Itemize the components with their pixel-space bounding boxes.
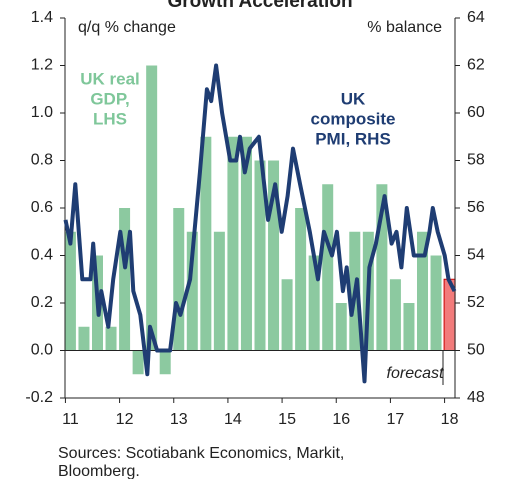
annotation: GDP, bbox=[90, 89, 129, 108]
y2-tick-label: 56 bbox=[467, 199, 485, 216]
y-tick-label: 1.4 bbox=[31, 9, 53, 26]
y2-tick-label: 48 bbox=[467, 389, 485, 406]
bar bbox=[64, 231, 76, 351]
x-tick-label: 12 bbox=[116, 411, 134, 428]
chart-title: Growth Acceleration bbox=[167, 0, 352, 12]
y2-axis-label: % balance bbox=[367, 19, 442, 36]
bar bbox=[227, 136, 239, 351]
source: Sources: Scotiabank Economics, Markit, bbox=[58, 445, 344, 462]
y-tick-label: -0.2 bbox=[25, 389, 53, 406]
y2-tick-label: 60 bbox=[467, 104, 485, 121]
y-tick-label: 0.8 bbox=[31, 152, 53, 169]
bar bbox=[322, 184, 334, 351]
bar bbox=[430, 255, 442, 351]
y2-tick-label: 62 bbox=[467, 57, 485, 74]
bar bbox=[240, 136, 252, 351]
bar bbox=[281, 279, 293, 351]
y-axis-label: q/q % change bbox=[78, 19, 176, 36]
bar bbox=[159, 350, 171, 375]
annotation: LHS bbox=[93, 109, 127, 128]
x-tick-label: 11 bbox=[62, 411, 79, 428]
bar bbox=[308, 255, 320, 351]
bar bbox=[335, 303, 347, 351]
bar bbox=[417, 231, 428, 351]
y2-tick-label: 58 bbox=[467, 152, 485, 169]
y2-tick-label: 54 bbox=[467, 247, 485, 264]
x-tick-label: 14 bbox=[224, 411, 242, 428]
x-tick-label: 13 bbox=[170, 411, 188, 428]
y-tick-label: 0.2 bbox=[31, 294, 53, 311]
annotation: PMI, RHS bbox=[315, 129, 391, 148]
bar bbox=[200, 136, 212, 351]
x-tick-label: 15 bbox=[278, 411, 296, 428]
bar bbox=[268, 160, 280, 351]
y2-tick-label: 64 bbox=[467, 9, 485, 26]
bar bbox=[389, 279, 401, 351]
y-tick-label: 1.2 bbox=[31, 57, 53, 74]
bar bbox=[105, 326, 117, 351]
annotation: UK bbox=[341, 89, 366, 108]
y-tick-label: 1.0 bbox=[31, 104, 53, 121]
bar bbox=[376, 184, 388, 351]
bar bbox=[146, 65, 158, 351]
line bbox=[63, 63, 457, 384]
bar bbox=[403, 303, 415, 351]
bar bbox=[213, 231, 225, 351]
bar bbox=[173, 208, 185, 351]
y-tick-label: 0.6 bbox=[31, 199, 53, 216]
y-tick-label: 0.0 bbox=[31, 342, 53, 359]
source: Bloomberg. bbox=[58, 463, 140, 479]
x-tick-label: 16 bbox=[332, 411, 350, 428]
y2-tick-label: 52 bbox=[467, 294, 485, 311]
annotation: forecast bbox=[387, 365, 444, 382]
y-tick-label: 0.4 bbox=[31, 247, 53, 264]
annotation: UK real bbox=[80, 69, 140, 88]
x-tick-label: 18 bbox=[441, 411, 459, 428]
bar bbox=[132, 350, 144, 375]
y2-tick-label: 50 bbox=[467, 342, 485, 359]
x-tick-label: 17 bbox=[387, 411, 405, 428]
annotation: composite bbox=[310, 109, 395, 128]
bar bbox=[78, 326, 90, 351]
bar bbox=[119, 208, 131, 351]
bar bbox=[295, 208, 307, 351]
bar bbox=[254, 160, 266, 351]
bar bbox=[186, 231, 198, 351]
